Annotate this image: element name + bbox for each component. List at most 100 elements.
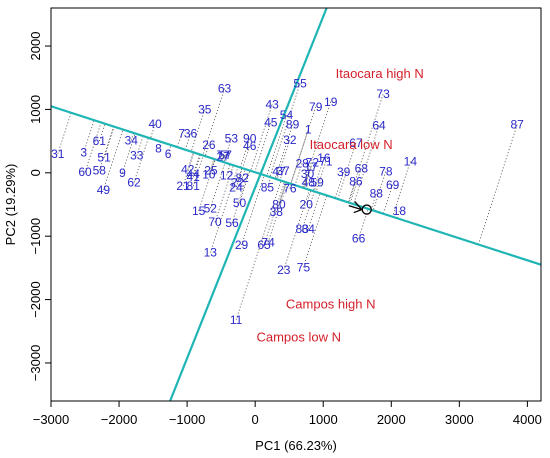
projection-line [242,146,251,169]
polygon-lines [51,8,541,401]
genotype-label: 27 [217,149,231,163]
plot-frame [50,7,542,402]
genotype-label: 35 [198,102,212,116]
genotype-label: 59 [310,175,324,189]
genotype-label: 6 [165,147,172,161]
genotype-label: 83 [295,222,309,236]
y-axis: −3000 −2000 −1000 0 1000 2000 [28,32,51,381]
projection-line [241,175,265,246]
projection-line [302,173,308,188]
genotype-label: 61 [93,134,107,148]
projection-line [192,154,201,175]
genotype-label: 40 [148,117,162,131]
genotype-label: 10 [202,168,216,182]
environment-label: Campos high N [286,297,376,312]
genotype-label: 23 [277,263,291,277]
projection-line [276,139,291,180]
projection-line [276,171,280,180]
genotype-label: 15 [192,204,206,218]
y-tick-label: −1000 [28,218,43,255]
projection-line [337,142,357,200]
projection-line [83,120,95,153]
projection-line [303,166,312,189]
projection-line [334,172,345,199]
genotype-label: 87 [511,118,525,132]
genotype-label: 43 [266,97,280,111]
genotype-label: 70 [208,215,222,229]
projection-line [353,125,380,205]
projection-line [136,135,144,156]
projection-line [301,191,315,230]
projection-line [57,112,72,154]
projection-line [202,88,225,156]
projection-line [221,156,224,162]
genotype-label: 65 [257,238,271,252]
y-tick-label: 0 [28,169,43,176]
genotype-label: 1 [305,123,312,137]
genotype-label: 21 [176,179,190,193]
genotype-label: 55 [293,76,307,90]
genotype-label: 76 [283,182,297,196]
genotype-label: 47 [272,165,286,179]
projection-line [223,138,232,163]
projection-line [98,126,114,171]
genotype-label: 19 [324,95,338,109]
y-axis-title: PC2 (19.29%) [3,164,18,246]
genotype-label: 32 [283,133,297,147]
projection-line [267,182,288,243]
genotype-label: 37 [276,164,290,178]
genotype-label: 90 [243,132,257,146]
projection-line [133,137,149,183]
environment-label: Campos low N [256,330,341,345]
projection-line [263,181,285,246]
projection-line [130,132,135,141]
genotype-label: 8 [155,142,162,156]
genotype-label: 12 [220,168,234,182]
projection-line [222,154,226,163]
genotype-label: 36 [184,127,198,141]
genotype-label: 89 [286,118,300,132]
projection-line [182,152,195,187]
projection-line [250,104,273,171]
projection-line [278,182,287,205]
environment-label: Itaocara high N [336,66,424,81]
y-tick-label: 2000 [28,32,43,61]
genotype-label: 53 [225,132,239,146]
projection-line [290,106,317,184]
genotype-label: 25 [204,163,218,177]
projection-line [209,166,239,253]
genotype-label: 57 [219,148,233,162]
projection-line [269,83,301,178]
projection-line [192,155,204,187]
projection-line [220,154,224,162]
genotype-label: 14 [404,154,418,168]
genotype-label: 58 [93,163,107,177]
genotype-label: 50 [233,196,247,210]
projection-line [275,182,287,213]
projection-line [158,141,162,149]
genotype-label: 80 [272,198,286,212]
x-tick-label: 0 [252,412,259,427]
genotype-label: 85 [261,180,275,194]
genotype-label: 77 [217,148,231,162]
genotype-label: 62 [127,175,141,189]
x-tick-label: 2000 [377,412,406,427]
projection-line [266,115,287,177]
genotype-label: 3 [80,146,87,160]
genotype-label: 52 [204,201,218,215]
projection-line [214,165,234,223]
genotype-label: 13 [204,246,218,260]
projection-line [283,189,310,270]
projection-line [303,162,313,189]
genotype-label: 41 [187,170,201,184]
genotype-label: 20 [300,198,314,212]
genotype-label: 78 [379,165,393,179]
projection-line [226,164,231,176]
projection-line [396,210,400,219]
environment-label: Itaocara low N [310,137,393,152]
projection-line [305,190,312,205]
genotype-label: 49 [97,183,111,197]
genotype-label: 22 [231,175,245,189]
genotype-label: 48 [302,175,316,189]
genotype-label: 46 [243,139,257,153]
